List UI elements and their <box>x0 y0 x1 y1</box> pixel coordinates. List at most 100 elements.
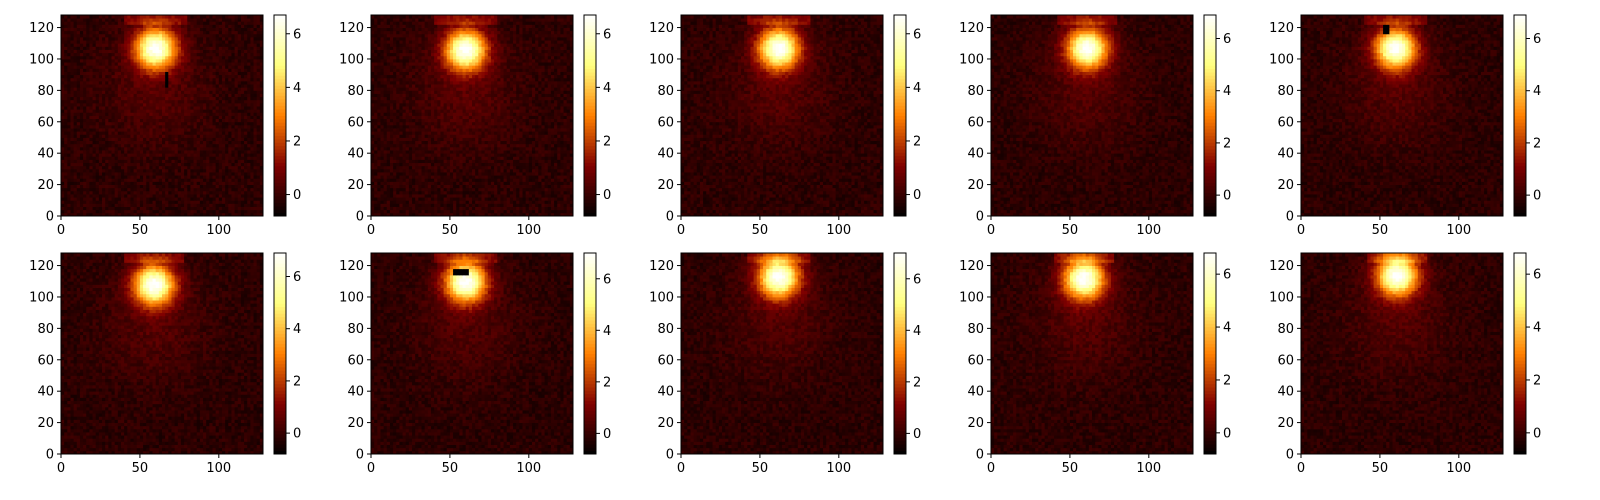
heatmap-cell <box>421 194 426 198</box>
heatmap-cell <box>171 68 176 72</box>
colorbar-segment <box>274 38 286 43</box>
heatmap-cell <box>124 49 128 54</box>
heatmap-cell <box>221 65 226 69</box>
heatmap-cell <box>114 197 119 201</box>
heatmap-cell <box>212 15 217 19</box>
heatmap-cell <box>108 52 112 57</box>
heatmap-cell <box>102 112 106 116</box>
heatmap-cell <box>206 156 210 160</box>
heatmap-cell <box>174 40 179 44</box>
heatmap-cell <box>259 58 264 63</box>
heatmap-cell <box>247 43 251 47</box>
heatmap-cell <box>98 124 103 129</box>
heatmap-cell <box>569 194 574 198</box>
heatmap-cell <box>67 106 71 110</box>
heatmap-cell <box>120 21 125 25</box>
heatmap-cell <box>522 206 527 211</box>
heatmap-cell <box>149 102 153 107</box>
heatmap-cell <box>421 200 426 204</box>
heatmap-cell <box>171 128 176 132</box>
heatmap-cell <box>92 43 97 47</box>
heatmap-cell <box>430 200 435 204</box>
heatmap-cell <box>184 90 188 94</box>
heatmap-cell <box>162 118 166 123</box>
heatmap-cell <box>177 175 182 179</box>
heatmap-cell <box>168 118 172 123</box>
heatmap-cell <box>199 128 204 132</box>
heatmap-cell <box>67 52 71 57</box>
heatmap-cell <box>209 121 213 126</box>
heatmap-cell <box>133 27 138 32</box>
heatmap-cell <box>70 159 75 164</box>
heatmap-cell <box>130 87 134 91</box>
heatmap-cell <box>155 175 160 179</box>
heatmap-cell <box>497 200 501 204</box>
heatmap-cell <box>234 131 239 135</box>
heatmap-cell <box>386 190 391 195</box>
heatmap-cell <box>402 187 407 192</box>
heatmap-cell <box>225 187 229 192</box>
heatmap-cell <box>152 49 157 54</box>
heatmap-cell <box>165 84 169 88</box>
heatmap-cell <box>228 115 232 120</box>
heatmap-cell <box>95 30 100 35</box>
heatmap-cell <box>67 18 71 22</box>
heatmap-cell <box>73 172 78 176</box>
heatmap-cell <box>184 24 188 28</box>
heatmap-cell <box>143 131 147 135</box>
heatmap-cell <box>234 194 239 198</box>
heatmap-cell <box>516 203 520 207</box>
heatmap-cell <box>86 43 90 47</box>
heatmap-cell <box>234 33 239 38</box>
heatmap-cell <box>61 24 65 28</box>
heatmap-cell <box>98 194 103 198</box>
heatmap-cell <box>174 197 179 201</box>
heatmap-cell <box>86 143 90 148</box>
heatmap-cell <box>541 212 545 217</box>
heatmap-cell <box>70 200 75 204</box>
heatmap-cell <box>95 49 100 54</box>
heatmap-cell <box>437 184 441 189</box>
heatmap-cell <box>209 184 213 189</box>
heatmap-cell <box>203 206 207 211</box>
heatmap-cell <box>76 58 81 63</box>
heatmap-cell <box>86 175 90 179</box>
heatmap-cell <box>76 131 81 135</box>
heatmap-cell <box>221 165 226 170</box>
heatmap-cell <box>412 190 416 195</box>
heatmap-cell <box>244 40 248 44</box>
heatmap-cell <box>225 102 229 107</box>
heatmap-cell <box>196 18 201 22</box>
heatmap-cell <box>405 200 410 204</box>
colorbar-segment <box>274 45 286 49</box>
heatmap-cell <box>64 33 68 38</box>
heatmap-cell <box>108 187 112 192</box>
heatmap-cell <box>383 190 388 195</box>
heatmap-cell <box>196 168 201 173</box>
heatmap-cell <box>383 212 388 217</box>
heatmap-cell <box>218 162 223 167</box>
heatmap-cell <box>64 112 68 116</box>
heatmap-cell <box>237 134 242 138</box>
heatmap-cell <box>231 77 235 82</box>
heatmap-cell <box>203 128 207 132</box>
heatmap-cell <box>61 27 65 32</box>
heatmap-cell <box>225 93 229 98</box>
heatmap-cell <box>190 30 194 35</box>
heatmap-cell <box>244 137 248 142</box>
heatmap-cell <box>221 33 226 38</box>
heatmap-cell <box>130 74 134 79</box>
heatmap-cell <box>171 200 176 204</box>
heatmap-cell <box>547 209 552 214</box>
heatmap-cell <box>203 58 207 63</box>
heatmap-cell <box>149 74 153 79</box>
heatmap-cell <box>218 40 223 44</box>
heatmap-cell <box>196 115 201 120</box>
heatmap-cell <box>146 49 150 54</box>
heatmap-cell <box>67 146 71 151</box>
heatmap-cell <box>247 96 251 101</box>
heatmap-cell <box>206 65 210 69</box>
heatmap-cell <box>61 65 65 69</box>
heatmap-cell <box>231 159 235 164</box>
heatmap-cell <box>250 33 254 38</box>
